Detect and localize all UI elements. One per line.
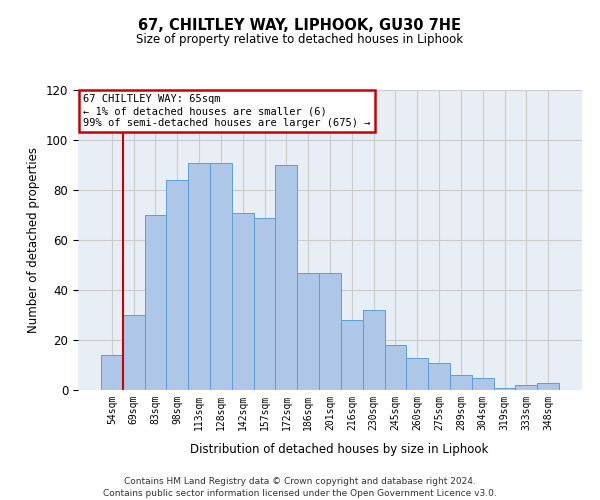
Bar [297,272,319,390]
Bar [145,215,166,390]
Bar [210,162,232,390]
Text: 67, CHILTLEY WAY, LIPHOOK, GU30 7HE: 67, CHILTLEY WAY, LIPHOOK, GU30 7HE [139,18,461,32]
Text: Contains HM Land Registry data © Crown copyright and database right 2024.: Contains HM Land Registry data © Crown c… [124,478,476,486]
Bar [428,362,450,390]
Bar [385,345,406,390]
Text: Contains public sector information licensed under the Open Government Licence v3: Contains public sector information licen… [103,489,497,498]
Bar [254,218,275,390]
Bar [472,378,494,390]
Bar [101,355,123,390]
Text: Size of property relative to detached houses in Liphook: Size of property relative to detached ho… [136,32,464,46]
Bar [275,165,297,390]
Bar [515,385,537,390]
Bar [363,310,385,390]
Bar [319,272,341,390]
Bar [537,382,559,390]
Bar [406,358,428,390]
Bar [123,315,145,390]
Bar [166,180,188,390]
Text: 67 CHILTLEY WAY: 65sqm
← 1% of detached houses are smaller (6)
99% of semi-detac: 67 CHILTLEY WAY: 65sqm ← 1% of detached … [83,94,371,128]
Bar [188,162,210,390]
Y-axis label: Number of detached properties: Number of detached properties [28,147,40,333]
Text: Distribution of detached houses by size in Liphook: Distribution of detached houses by size … [190,442,488,456]
Bar [450,375,472,390]
Bar [232,212,254,390]
Bar [341,320,363,390]
Bar [494,388,515,390]
